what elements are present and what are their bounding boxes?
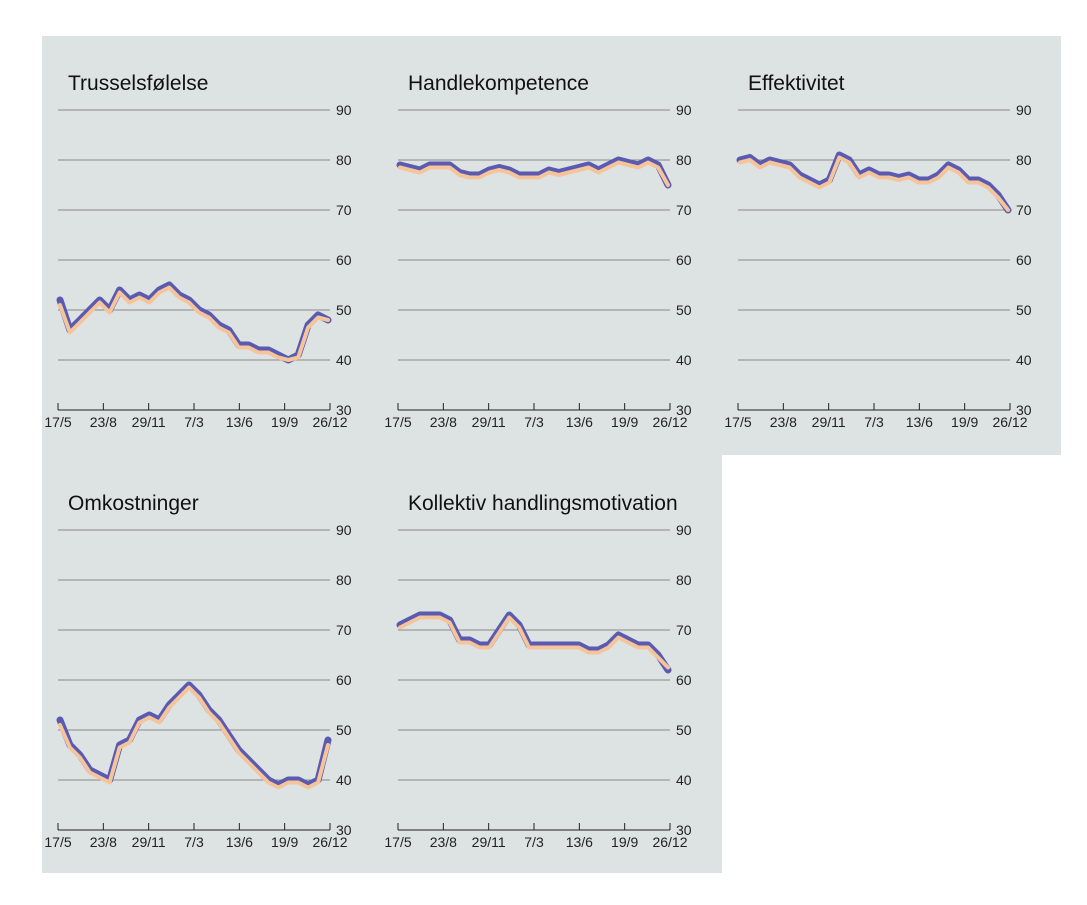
chart-title: Trusselsfølelse (68, 72, 208, 95)
y-tick-label: 90 (676, 522, 692, 538)
series-line (398, 160, 670, 187)
x-tick-label: 29/11 (132, 414, 166, 430)
y-tick-label: 50 (1016, 302, 1032, 318)
y-tick-label: 60 (336, 672, 352, 688)
x-tick-label: 23/8 (770, 414, 797, 430)
y-tick-label: 40 (676, 352, 692, 368)
series-band (56, 681, 332, 789)
series-line (58, 685, 330, 790)
x-tick-label: 17/5 (44, 834, 71, 850)
y-tick-label: 30 (676, 402, 692, 418)
x-tick-label: 29/11 (472, 834, 506, 850)
y-tick-label: 30 (336, 822, 352, 838)
y-tick-label: 40 (676, 772, 692, 788)
x-tick-label: 7/3 (864, 414, 884, 430)
x-tick-label: 17/5 (384, 834, 411, 850)
x-tick-label: 29/11 (812, 414, 846, 430)
chart-panel-5: Kollektiv handlingsmotivation 30 40 50 60 70 8… (384, 492, 691, 850)
x-tick-label: 13/6 (226, 414, 253, 430)
y-tick-label: 60 (336, 252, 352, 268)
x-tick-label: 7/3 (524, 414, 544, 430)
x-tick-label: 13/6 (566, 834, 593, 850)
chart-panel-4: Omkostninger 30 40 50 60 70 80 90 17/5 23/8 29/11 7… (44, 492, 351, 850)
chart-title: Handlekompetence (408, 72, 589, 95)
y-tick-label: 50 (676, 722, 692, 738)
series-band (396, 156, 672, 189)
x-tick-label: 23/8 (430, 834, 457, 850)
chart-panel-3: Effektivitet 30 40 50 60 70 80 90 17/5 23/8 29/11 7… (724, 72, 1031, 430)
y-tick-label: 90 (1016, 102, 1032, 118)
y-tick-label: 30 (1016, 402, 1032, 418)
series-line (738, 155, 1010, 212)
panel-background-bottom (42, 455, 722, 873)
y-tick-label: 60 (1016, 252, 1032, 268)
chart-panel-1: Trusselsfølelse 30 40 50 60 70 80 90 17/5 23/8 29/… (44, 72, 351, 430)
panel-background-top (42, 36, 1061, 455)
x-tick-label: 13/6 (566, 414, 593, 430)
y-tick-label: 40 (336, 772, 352, 788)
x-tick-label: 17/5 (44, 414, 71, 430)
y-tick-label: 80 (1016, 152, 1032, 168)
y-tick-label: 80 (336, 572, 352, 588)
y-tick-label: 60 (676, 672, 692, 688)
series-line (58, 285, 330, 362)
y-tick-label: 80 (336, 152, 352, 168)
y-tick-label: 70 (336, 202, 352, 218)
y-tick-label: 80 (676, 152, 692, 168)
x-tick-label: 19/9 (951, 414, 978, 430)
series-band (396, 611, 672, 674)
series-line (398, 615, 670, 670)
x-tick-label: 23/8 (90, 834, 117, 850)
y-tick-label: 90 (336, 522, 352, 538)
x-tick-label: 26/12 (992, 414, 1027, 430)
x-tick-label: 26/12 (312, 414, 347, 430)
x-tick-label: 17/5 (384, 414, 411, 430)
y-tick-label: 60 (676, 252, 692, 268)
x-tick-label: 29/11 (472, 414, 506, 430)
y-tick-label: 70 (676, 202, 692, 218)
chart-panel-2: Handlekompetence 30 40 50 60 70 80 90 17/5 23/8 29… (384, 72, 691, 430)
x-tick-label: 7/3 (184, 834, 204, 850)
y-tick-label: 40 (1016, 352, 1032, 368)
chart-title: Effektivitet (748, 72, 845, 95)
x-tick-label: 17/5 (724, 414, 751, 430)
y-tick-label: 30 (336, 402, 352, 418)
y-tick-label: 70 (336, 622, 352, 638)
x-tick-label: 13/6 (906, 414, 933, 430)
x-tick-label: 26/12 (652, 414, 687, 430)
y-tick-label: 90 (676, 102, 692, 118)
x-tick-label: 19/9 (611, 834, 638, 850)
chart-title: Kollektiv handlingsmotivation (408, 492, 678, 515)
y-tick-label: 80 (676, 572, 692, 588)
x-tick-label: 23/8 (430, 414, 457, 430)
y-tick-label: 70 (1016, 202, 1032, 218)
y-tick-label: 30 (676, 822, 692, 838)
y-tick-label: 70 (676, 622, 692, 638)
y-tick-label: 40 (336, 352, 352, 368)
x-tick-label: 29/11 (132, 834, 166, 850)
x-tick-label: 7/3 (524, 834, 544, 850)
x-tick-label: 19/9 (271, 414, 298, 430)
x-tick-label: 19/9 (271, 834, 298, 850)
y-tick-label: 50 (336, 302, 352, 318)
x-tick-label: 13/6 (226, 834, 253, 850)
y-tick-label: 50 (336, 722, 352, 738)
x-tick-label: 7/3 (184, 414, 204, 430)
x-tick-label: 26/12 (312, 834, 347, 850)
x-tick-label: 23/8 (90, 414, 117, 430)
y-tick-label: 90 (336, 102, 352, 118)
x-tick-label: 19/9 (611, 414, 638, 430)
chart-title: Omkostninger (68, 492, 199, 515)
y-tick-label: 50 (676, 302, 692, 318)
series-band (56, 281, 332, 364)
x-tick-label: 26/12 (652, 834, 687, 850)
